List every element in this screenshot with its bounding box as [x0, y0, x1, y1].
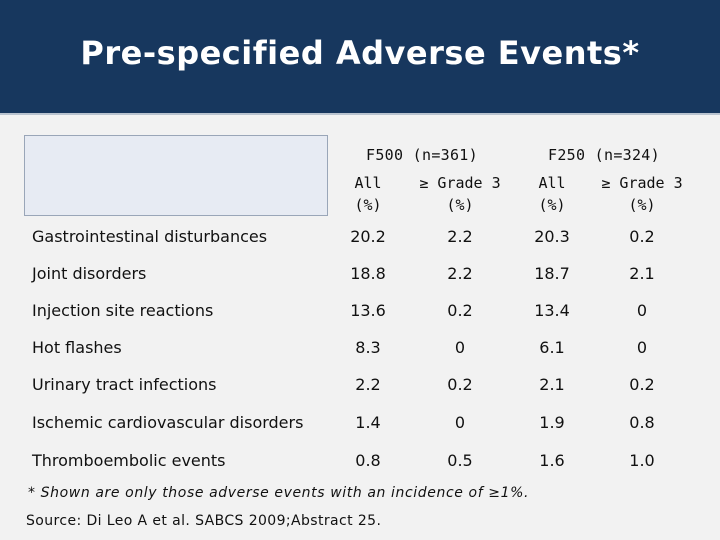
cell-f500-all: 18.8 — [350, 264, 386, 283]
subheader-line: All — [354, 174, 382, 192]
cell-f500-grade3: 0.5 — [447, 451, 473, 470]
cell-f250-grade3: 0.2 — [629, 227, 655, 246]
cell-f500-grade3: 0.2 — [447, 301, 473, 320]
cell-f250-all: 1.9 — [539, 413, 565, 432]
cell-f500-all: 20.2 — [350, 227, 386, 246]
cell-f250-all: 1.6 — [539, 451, 565, 470]
row-label: Gastrointestinal disturbances — [32, 227, 268, 246]
cell-f500-grade3: 0 — [454, 338, 466, 357]
subheader-f500-grade3: ≥ Grade 3 (%) — [406, 172, 514, 216]
title-divider — [0, 113, 720, 115]
row-label: Ischemic cardiovascular disorders — [32, 413, 304, 432]
subheader-unit: (%) — [628, 196, 656, 214]
subheader-line: All — [538, 174, 566, 192]
cell-f250-all: 2.1 — [539, 375, 565, 394]
cell-f500-grade3: 0 — [454, 413, 466, 432]
table-row: Joint disorders 18.8 2.2 18.7 2.1 — [24, 255, 694, 292]
table-row: Gastrointestinal disturbances 20.2 2.2 2… — [24, 218, 694, 255]
table-row: Thromboembolic events 0.8 0.5 1.6 1.0 — [24, 442, 694, 479]
cell-f500-all: 1.4 — [355, 413, 381, 432]
cell-f250-grade3: 0 — [636, 338, 648, 357]
group-header-f500: F500 (n=361) — [366, 146, 478, 164]
cell-f500-all: 0.8 — [355, 451, 381, 470]
cell-f250-all: 13.4 — [534, 301, 570, 320]
cell-f250-all: 18.7 — [534, 264, 570, 283]
subheader-f250-grade3: ≥ Grade 3 (%) — [590, 172, 694, 216]
table-row: Injection site reactions 13.6 0.2 13.4 0 — [24, 292, 694, 329]
cell-f500-all: 13.6 — [350, 301, 386, 320]
subheader-f250-all: All (%) — [514, 172, 590, 216]
subheader-unit: (%) — [538, 196, 566, 214]
cell-f250-grade3: 1.0 — [629, 451, 655, 470]
table-row: Urinary tract infections 2.2 0.2 2.1 0.2 — [24, 366, 694, 403]
table-row: Hot flashes 8.3 0 6.1 0 — [24, 329, 694, 366]
cell-f500-grade3: 2.2 — [447, 227, 473, 246]
footnote: * Shown are only those adverse events wi… — [28, 485, 530, 501]
row-label: Injection site reactions — [32, 301, 214, 320]
subheader-f500-all: All (%) — [330, 172, 406, 216]
row-label: Hot flashes — [32, 338, 122, 357]
group-header-f250: F250 (n=324) — [548, 146, 660, 164]
cell-f500-all: 8.3 — [355, 338, 381, 357]
cell-f500-all: 2.2 — [355, 375, 381, 394]
row-label: Thromboembolic events — [32, 451, 226, 470]
cell-f250-grade3: 0.8 — [629, 413, 655, 432]
table-corner-cell — [24, 135, 328, 216]
title-bar — [0, 0, 720, 113]
row-label: Joint disorders — [32, 264, 147, 283]
cell-f500-grade3: 0.2 — [447, 375, 473, 394]
subheader-unit: (%) — [446, 196, 474, 214]
cell-f500-grade3: 2.2 — [447, 264, 473, 283]
row-label: Urinary tract infections — [32, 375, 217, 394]
page-title: Pre-specified Adverse Events* — [80, 34, 640, 72]
cell-f250-grade3: 0.2 — [629, 375, 655, 394]
source-citation: Source: Di Leo A et al. SABCS 2009;Abstr… — [26, 513, 382, 529]
cell-f250-grade3: 0 — [636, 301, 648, 320]
table-row: Ischemic cardiovascular disorders 1.4 0 … — [24, 404, 694, 441]
subheader-line: ≥ Grade 3 — [601, 174, 683, 192]
cell-f250-all: 6.1 — [539, 338, 565, 357]
subheader-line: ≥ Grade 3 — [419, 174, 501, 192]
subheader-unit: (%) — [354, 196, 382, 214]
cell-f250-all: 20.3 — [534, 227, 570, 246]
cell-f250-grade3: 2.1 — [629, 264, 655, 283]
